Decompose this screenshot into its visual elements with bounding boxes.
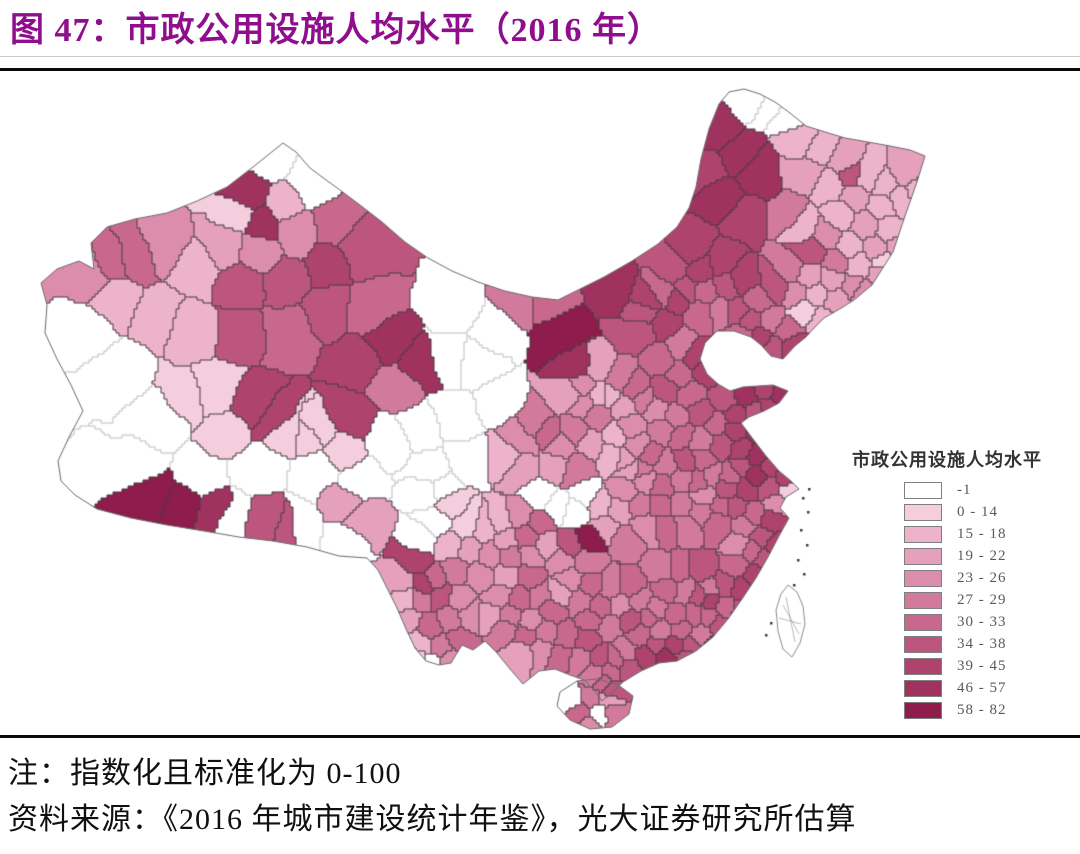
legend-row: 0 - 14 bbox=[852, 504, 1067, 521]
figure-note: 注：指数化且标准化为 0-100 bbox=[8, 757, 402, 790]
legend-label: 30 - 33 bbox=[957, 614, 1007, 630]
footer-divider bbox=[0, 735, 1080, 738]
title-divider bbox=[0, 68, 1080, 71]
legend-swatch bbox=[904, 548, 942, 565]
legend-row: 30 - 33 bbox=[852, 614, 1067, 631]
legend-label: 0 - 14 bbox=[957, 504, 998, 520]
legend-label: 58 - 82 bbox=[957, 702, 1007, 718]
legend-swatch bbox=[904, 702, 942, 719]
legend-row: 39 - 45 bbox=[852, 658, 1067, 675]
figure-title: 图 47：市政公用设施人均水平（2016 年） bbox=[10, 12, 662, 49]
legend-row: -1 bbox=[852, 482, 1067, 499]
legend-swatch bbox=[904, 592, 942, 609]
legend-row: 27 - 29 bbox=[852, 592, 1067, 609]
legend-swatch bbox=[904, 570, 942, 587]
legend-swatch bbox=[904, 680, 942, 697]
legend-swatch bbox=[904, 504, 942, 521]
legend-rows: -1 0 - 14 15 - 18 19 - 22 23 - 26 27 - 29 30 -… bbox=[852, 482, 1067, 719]
legend-row: 19 - 22 bbox=[852, 548, 1067, 565]
map-legend: 市政公用设施人均水平 -1 0 - 14 15 - 18 19 - 22 23 - 26… bbox=[852, 446, 1067, 724]
legend-label: 27 - 29 bbox=[957, 592, 1007, 608]
legend-row: 15 - 18 bbox=[852, 526, 1067, 543]
title-divider-thin bbox=[0, 56, 1080, 57]
legend-row: 23 - 26 bbox=[852, 570, 1067, 587]
legend-swatch bbox=[904, 526, 942, 543]
legend-label: 15 - 18 bbox=[957, 526, 1007, 542]
legend-label: 19 - 22 bbox=[957, 548, 1007, 564]
legend-swatch bbox=[904, 658, 942, 675]
legend-label: 46 - 57 bbox=[957, 680, 1007, 696]
legend-row: 34 - 38 bbox=[852, 636, 1067, 653]
figure-source: 资料来源：《2016 年城市建设统计年鉴》，光大证券研究所估算 bbox=[8, 803, 857, 836]
legend-row: 58 - 82 bbox=[852, 702, 1067, 719]
legend-label: -1 bbox=[957, 482, 972, 498]
legend-label: 23 - 26 bbox=[957, 570, 1007, 586]
legend-swatch bbox=[904, 614, 942, 631]
legend-label: 34 - 38 bbox=[957, 636, 1007, 652]
legend-swatch bbox=[904, 482, 942, 499]
legend-title: 市政公用设施人均水平 bbox=[852, 450, 1042, 470]
legend-label: 39 - 45 bbox=[957, 658, 1007, 674]
legend-row: 46 - 57 bbox=[852, 680, 1067, 697]
legend-swatch bbox=[904, 636, 942, 653]
